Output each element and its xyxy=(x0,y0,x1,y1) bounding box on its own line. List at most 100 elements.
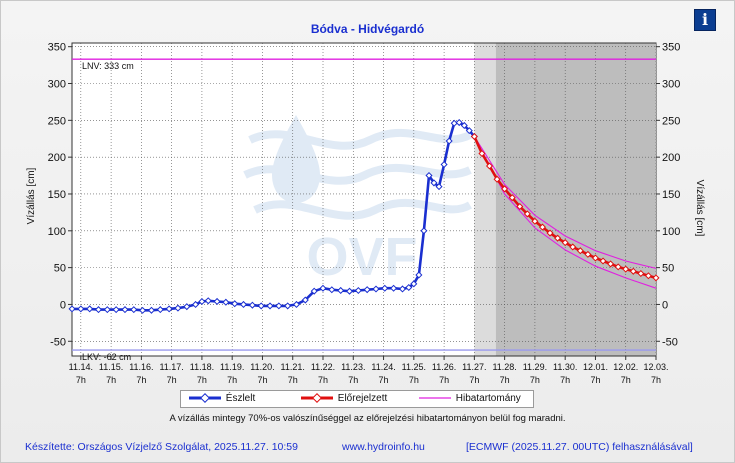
x-tick-sublabel: 7h xyxy=(167,375,177,385)
y-tick-label-left: 350 xyxy=(48,42,66,54)
forecast-data-point xyxy=(576,247,584,255)
watermark-wave-shape xyxy=(243,163,472,185)
forecast-data-point xyxy=(644,272,652,280)
observed-data-point xyxy=(445,137,453,145)
forecast-data-point xyxy=(607,260,615,268)
forecast-data-point xyxy=(622,265,630,273)
observed-data-point xyxy=(174,304,182,312)
legend-label-forecast: Előrejelzett xyxy=(337,393,388,404)
legend-label-range: Hibatartomány xyxy=(455,393,521,404)
x-tick-sublabel: 7h xyxy=(136,375,146,385)
observed-data-point xyxy=(183,303,191,311)
x-tick-label: 11.26. xyxy=(432,362,456,372)
observed-data-point xyxy=(450,119,458,127)
observed-data-point xyxy=(103,306,111,314)
x-tick-label: 12.01. xyxy=(583,362,608,372)
observed-data-point xyxy=(415,271,423,279)
forecast-data-point xyxy=(508,194,516,202)
reference-label-lkv: LKV: -62 cm xyxy=(82,352,131,362)
observed-data-point xyxy=(266,302,274,310)
x-tick-label: 11.27. xyxy=(462,362,486,372)
footer-website-link[interactable]: www.hydroinfo.hu xyxy=(342,441,425,453)
observed-data-point xyxy=(460,121,468,130)
chart-legend: Észlelt Előrejelzett Hibatartomány xyxy=(180,390,534,408)
observed-data-point xyxy=(398,285,407,293)
chart-title: Bódva - Hidvégardó xyxy=(310,22,425,36)
error-range-lower-line xyxy=(473,136,657,289)
y-axis-label-left: Vízállás [cm] xyxy=(26,167,37,224)
y-tick-label-right: 150 xyxy=(662,189,680,201)
legend-item-forecast: Előrejelzett xyxy=(299,393,387,404)
legend-swatch-observed xyxy=(189,393,221,404)
forecast-data-point xyxy=(516,202,524,211)
x-tick-label: 11.20. xyxy=(250,362,274,372)
x-tick-label: 12.03. xyxy=(643,362,668,372)
x-tick-label: 11.23. xyxy=(341,362,365,372)
legend-swatch-range xyxy=(419,397,451,399)
legend-item-observed: Észlelt xyxy=(187,393,255,404)
observed-data-point xyxy=(425,172,433,180)
forecast-data-point xyxy=(561,239,569,247)
forecast-shade-0 xyxy=(474,43,496,356)
observed-data-point xyxy=(275,302,283,310)
y-tick-label-right: 300 xyxy=(662,79,680,91)
x-tick-sublabel: 7h xyxy=(469,375,479,385)
forecast-data-point xyxy=(591,254,599,262)
observed-data-point xyxy=(257,302,265,310)
forecast-data-point xyxy=(501,185,509,193)
observed-data-point xyxy=(68,305,76,313)
error-range-upper-line xyxy=(473,136,657,269)
observed-data-point xyxy=(381,284,389,292)
x-tick-sublabel: 7h xyxy=(530,375,540,385)
observed-data-point xyxy=(130,306,138,314)
x-tick-label: 12.02. xyxy=(613,362,638,372)
x-tick-sublabel: 7h xyxy=(227,375,237,385)
info-icon[interactable]: i xyxy=(694,9,716,31)
forecast-data-point xyxy=(485,162,494,170)
x-tick-label: 11.19. xyxy=(220,362,244,372)
observed-data-point xyxy=(363,286,371,294)
observed-data-point xyxy=(192,300,200,308)
observed-data-point xyxy=(390,284,398,292)
x-tick-sublabel: 7h xyxy=(651,375,661,385)
observed-data-point xyxy=(165,305,173,313)
x-tick-sublabel: 7h xyxy=(379,375,389,385)
x-tick-sublabel: 7h xyxy=(318,375,328,385)
footer-author: Készítette: Országos Vízjelző Szolgálat,… xyxy=(25,441,298,453)
watermark-text: OVF xyxy=(306,227,417,287)
forecast-data-point xyxy=(584,250,592,258)
forecast-data-point xyxy=(538,223,547,231)
y-tick-label-left: -50 xyxy=(50,336,66,348)
observed-data-point xyxy=(405,283,413,292)
legend-swatch-forecast xyxy=(301,393,333,404)
y-tick-label-left: 150 xyxy=(48,189,66,201)
forecast-data-point xyxy=(531,217,539,225)
x-tick-label: 11.25. xyxy=(402,362,426,372)
observed-data-point xyxy=(204,297,212,305)
y-axis-label-right: Vízállás [cm] xyxy=(694,180,705,237)
observed-data-point xyxy=(239,300,248,308)
observed-data-point xyxy=(198,297,206,306)
y-tick-label-right: 250 xyxy=(662,115,680,127)
watermark-wave-shape xyxy=(248,128,472,150)
forecast-data-point xyxy=(493,175,501,183)
forecast-data-point xyxy=(523,210,531,218)
observed-data-point xyxy=(139,306,147,314)
x-tick-label: 11.24. xyxy=(371,362,395,372)
x-tick-label: 11.16. xyxy=(129,362,153,372)
x-tick-sublabel: 7h xyxy=(348,375,358,385)
watermark-drop-shape xyxy=(272,115,320,203)
x-tick-sublabel: 7h xyxy=(621,375,631,385)
observed-data-point xyxy=(337,286,345,294)
observed-data-point xyxy=(465,127,473,135)
observed-data-point xyxy=(248,301,256,309)
observed-data-point xyxy=(156,306,164,314)
observed-data-point xyxy=(440,160,448,169)
x-tick-label: 11.18. xyxy=(190,362,214,372)
observed-data-point xyxy=(372,285,380,293)
observed-data-point xyxy=(77,305,85,313)
x-tick-label: 11.30. xyxy=(553,362,577,372)
watermark-wave-shape xyxy=(253,198,473,220)
forecast-data-point xyxy=(652,274,660,282)
observed-data-point xyxy=(354,286,362,295)
